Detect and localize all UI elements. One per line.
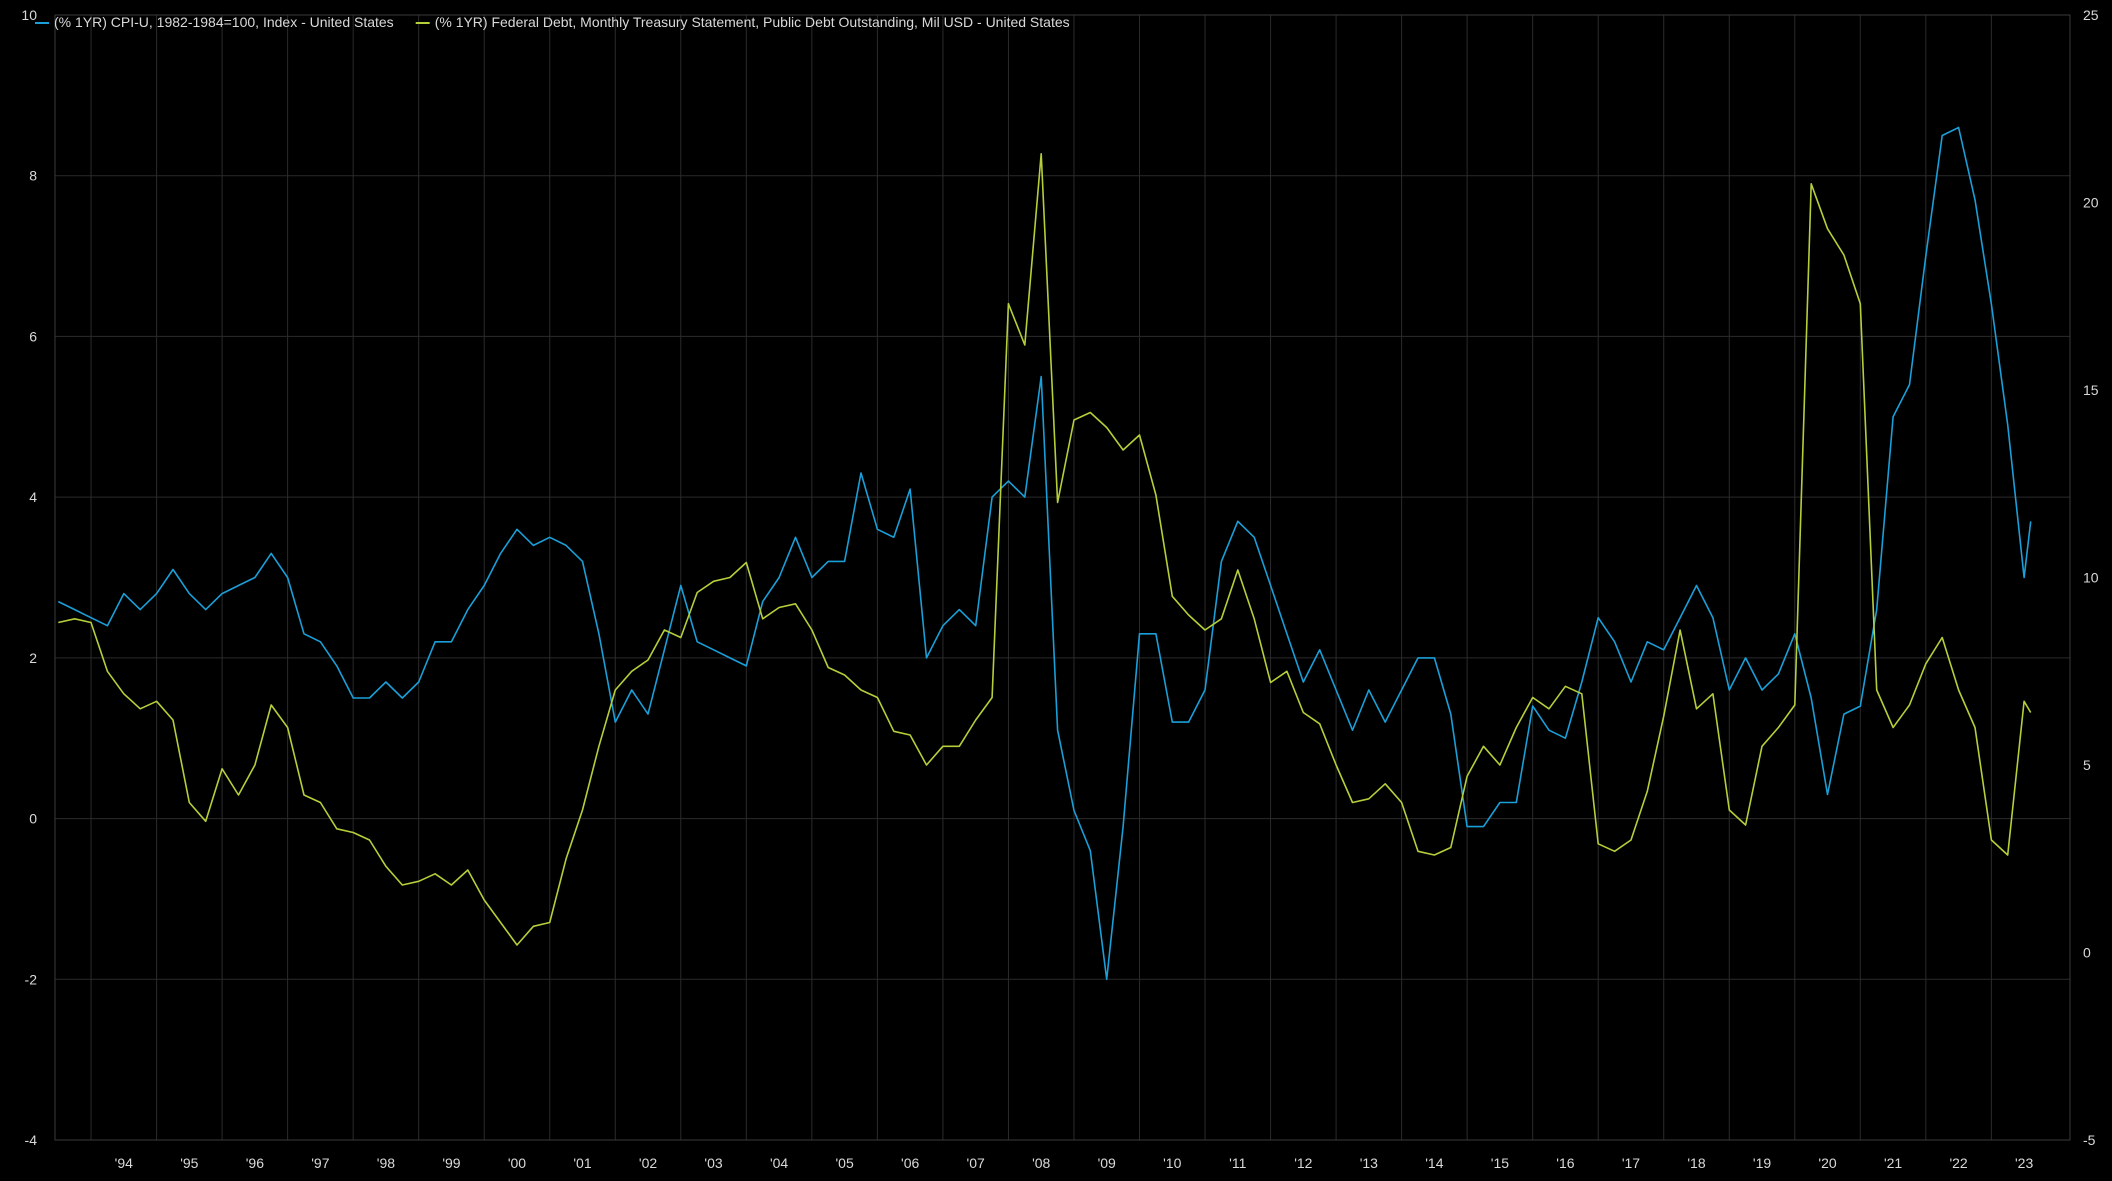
x-tick-label: '13: [1360, 1155, 1378, 1171]
x-tick-label: '03: [704, 1155, 722, 1171]
x-tick-label: '18: [1687, 1155, 1705, 1171]
x-tick-label: '21: [1884, 1155, 1902, 1171]
y-left-tick-label: -2: [25, 971, 38, 987]
legend-entry-federal-debt: (% 1YR) Federal Debt, Monthly Treasury S…: [435, 14, 1070, 30]
x-tick-label: '02: [639, 1155, 657, 1171]
y-left-tick-label: 6: [29, 328, 37, 344]
x-tick-label: '01: [573, 1155, 591, 1171]
y-right-tick-label: 5: [2083, 757, 2091, 773]
y-right-tick-label: -5: [2083, 1132, 2096, 1148]
axes: -4 -2 0 2 4 6 8 10 -5 0 5 10 15 20 25 '94 '95 '96 '97 '98 '9…: [21, 7, 2098, 1171]
y-left-tick-label: 10: [21, 7, 37, 23]
x-tick-label: '96: [246, 1155, 264, 1171]
x-tick-label: '97: [311, 1155, 329, 1171]
x-tick-label: '14: [1425, 1155, 1443, 1171]
legend: (% 1YR) CPI-U, 1982-1984=100, Index - Un…: [35, 14, 1070, 30]
series-layer: [57, 126, 2032, 981]
x-tick-label: '95: [180, 1155, 198, 1171]
legend-entry-cpi: (% 1YR) CPI-U, 1982-1984=100, Index - Un…: [54, 14, 394, 30]
x-tick-label: '94: [115, 1155, 133, 1171]
x-tick-label: '00: [508, 1155, 526, 1171]
x-tick-label: '15: [1491, 1155, 1509, 1171]
y-left-tick-label: 8: [29, 168, 37, 184]
x-tick-label: '20: [1818, 1155, 1836, 1171]
x-tick-label: '22: [1949, 1155, 1967, 1171]
x-tick-label: '05: [835, 1155, 853, 1171]
x-tick-label: '04: [770, 1155, 788, 1171]
x-tick-label: '99: [442, 1155, 460, 1171]
x-tick-label: '17: [1622, 1155, 1640, 1171]
x-tick-label: '07: [967, 1155, 985, 1171]
series-line-cpi: [57, 126, 2032, 981]
x-tick-label: '06: [901, 1155, 919, 1171]
y-left-tick-label: 4: [29, 489, 37, 505]
x-tick-label: '08: [1032, 1155, 1050, 1171]
y-right-tick-label: 15: [2083, 382, 2099, 398]
series-line-federal-debt: [58, 153, 2032, 946]
y-left-tick-label: 2: [29, 650, 37, 666]
x-tick-label: '23: [2015, 1155, 2033, 1171]
x-tick-label: '19: [1753, 1155, 1771, 1171]
x-tick-label: '09: [1098, 1155, 1116, 1171]
x-tick-label: '98: [377, 1155, 395, 1171]
y-left-tick-label: -4: [25, 1132, 38, 1148]
y-right-tick-label: 25: [2083, 7, 2099, 23]
x-tick-label: '16: [1556, 1155, 1574, 1171]
y-right-tick-label: 20: [2083, 195, 2099, 211]
y-right-tick-label: 10: [2083, 570, 2099, 586]
plot-frame: [54, 14, 2071, 1141]
x-tick-label: '10: [1163, 1155, 1181, 1171]
y-right-tick-label: 0: [2083, 945, 2091, 961]
x-tick-label: '12: [1294, 1155, 1312, 1171]
y-left-tick-label: 0: [29, 811, 37, 827]
x-tick-label: '11: [1229, 1155, 1246, 1171]
